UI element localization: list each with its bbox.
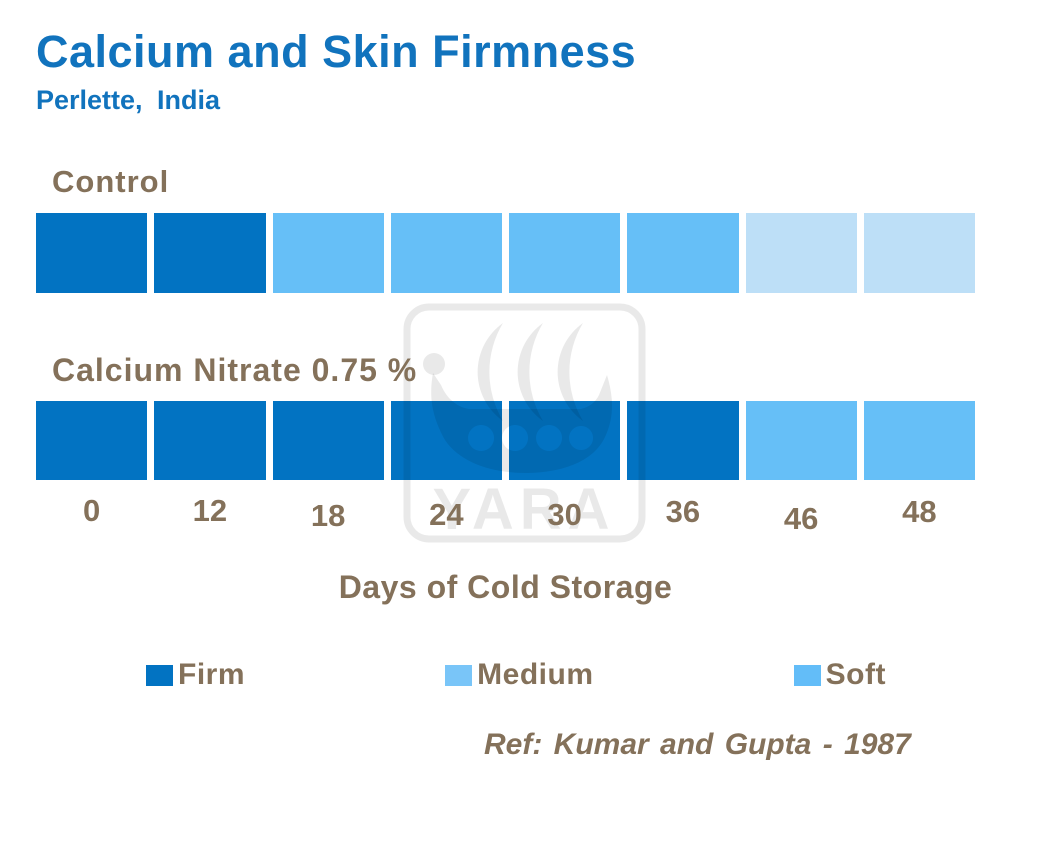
source-reference: Ref: Kumar and Gupta - 1987 (484, 728, 911, 761)
x-tick-label: 48 (902, 494, 937, 529)
x-tick-label: 30 (547, 497, 582, 532)
legend-item-firm: Firm (146, 660, 245, 690)
bar-segment-medium (272, 213, 384, 293)
legend-label: Firm (178, 658, 246, 691)
chart-subtitle: Perlette, India (36, 85, 221, 115)
x-tick-label: 46 (783, 501, 819, 536)
watermark-prow-head-icon (423, 353, 445, 375)
x-tick-label: 18 (310, 498, 346, 533)
x-tick-label: 36 (665, 494, 701, 529)
x-tick-label: 12 (192, 493, 228, 528)
bar-segment-medium (863, 401, 975, 480)
bar-segment-firm (509, 401, 621, 480)
bar-segment-medium (627, 213, 739, 293)
legend-swatch-medium (445, 664, 473, 686)
bar-segment-firm (154, 401, 266, 480)
legend-item-soft: Soft (793, 658, 886, 691)
bar-segment-medium (390, 213, 502, 293)
legend: Firm Medium Soft (146, 660, 886, 690)
bar-row-calcium-nitrate (36, 401, 975, 480)
bar-segment-firm (390, 401, 502, 480)
series-label-control: Control (52, 164, 170, 199)
bar-segment-firm (627, 401, 739, 480)
x-tick-label: 24 (429, 497, 464, 532)
bar-row-control (36, 213, 975, 293)
legend-item-medium: Medium (445, 660, 593, 690)
legend-label: Medium (477, 658, 594, 691)
bar-segment-medium (745, 401, 857, 480)
legend-label: Soft (825, 658, 886, 691)
bar-segment-soft (863, 213, 975, 293)
legend-swatch-firm (146, 664, 173, 686)
bar-segment-medium (509, 213, 621, 293)
bar-segment-firm (36, 401, 148, 480)
bar-segment-soft (745, 213, 857, 293)
bar-segment-firm (154, 213, 266, 293)
bar-segment-firm (36, 213, 148, 293)
series-label-calcium-nitrate: Calcium Nitrate 0.75 % (52, 352, 418, 388)
x-axis-tick-labels: 0 12 18 24 30 36 46 48 (36, 493, 975, 534)
bar-segment-firm (272, 401, 384, 480)
x-tick-label: 0 (83, 493, 101, 528)
chart-title: Calcium and Skin Firmness (36, 26, 637, 77)
legend-swatch-soft (793, 664, 821, 686)
x-axis-title: Days of Cold Storage (338, 569, 673, 605)
